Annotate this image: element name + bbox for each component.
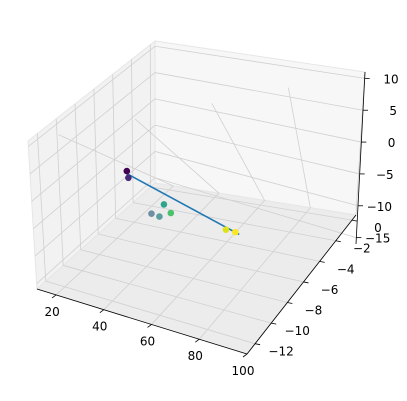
z-gridline — [154, 45, 365, 79]
y-gridline — [55, 118, 64, 266]
scatter-point — [231, 228, 239, 236]
scatter-point — [125, 174, 132, 182]
z-gridline — [154, 98, 362, 143]
y-axis-line — [246, 214, 357, 355]
x-gridline — [151, 200, 265, 325]
z-gridline — [154, 124, 360, 175]
scatter-point — [123, 167, 131, 175]
y-tick-label: −8 — [305, 304, 323, 318]
x-axis-line — [36, 288, 248, 355]
y-gridline — [63, 265, 272, 324]
scatter-point — [160, 201, 168, 208]
y-tick — [287, 302, 293, 304]
data-layer — [123, 167, 240, 236]
x-tick — [147, 324, 152, 328]
z-tick-label: 0 — [388, 136, 396, 150]
scatter-point — [167, 209, 175, 217]
y-gridline — [93, 89, 99, 235]
fit-line — [126, 173, 240, 236]
y-gridline — [115, 217, 320, 262]
x-tick-label: 40 — [92, 320, 107, 334]
y-gridline — [37, 133, 47, 282]
y-gridline — [112, 74, 117, 219]
z-gridline — [154, 151, 359, 207]
x-gridline — [211, 103, 265, 201]
x-tick — [51, 294, 57, 299]
z-axis-line — [355, 71, 366, 245]
x-tick-label: 20 — [44, 305, 59, 319]
x-gridline — [134, 118, 220, 194]
z-gridline — [154, 177, 357, 239]
grid-layer — [28, 44, 366, 355]
y-tick — [254, 343, 261, 346]
y-tick — [335, 240, 341, 243]
y-gridline — [133, 202, 336, 242]
x-tick-label: 100 — [232, 364, 255, 378]
z-gridline — [36, 177, 156, 284]
x-tick — [99, 309, 105, 314]
x-gridline — [198, 207, 311, 340]
scatter-point — [148, 210, 155, 217]
y-tick — [319, 260, 325, 263]
y-gridline — [80, 249, 288, 303]
y-gridline — [98, 233, 304, 283]
z-tick-label: 10 — [383, 72, 398, 86]
y-tick-label: −10 — [285, 324, 310, 338]
y-tick-label: −2 — [353, 242, 371, 256]
y-gridline — [131, 59, 134, 203]
y-gridline — [45, 280, 256, 345]
y-tick — [271, 322, 277, 325]
z-tick-label: −10 — [367, 200, 392, 214]
z-gridline — [28, 45, 156, 147]
z-gridline — [154, 72, 364, 111]
x-tick-label: 80 — [188, 349, 203, 363]
x-gridline — [58, 134, 174, 187]
x-gridline — [288, 87, 311, 208]
z-tick-label: 5 — [389, 104, 397, 118]
scatter-point — [156, 213, 163, 220]
x-tick — [195, 338, 200, 343]
x-gridline — [55, 185, 174, 296]
z-gridline — [29, 72, 156, 175]
z-gridline — [33, 124, 156, 230]
y-gridline — [150, 186, 353, 221]
y-tick-label: −12 — [268, 345, 293, 359]
z-tick-label: −15 — [365, 232, 390, 246]
z-gridline — [34, 151, 156, 257]
y-gridline — [74, 103, 82, 250]
z-gridline — [31, 98, 156, 202]
y-tick-label: 0 — [374, 221, 382, 235]
y-tick-label: −6 — [321, 283, 339, 297]
z-tick-label: −5 — [376, 168, 394, 182]
y-tick — [351, 219, 358, 222]
y-tick — [303, 281, 309, 284]
scatter-point — [222, 226, 230, 234]
x-tick — [242, 353, 248, 358]
x-tick-label: 60 — [140, 334, 155, 348]
y-tick-label: −4 — [337, 262, 355, 276]
